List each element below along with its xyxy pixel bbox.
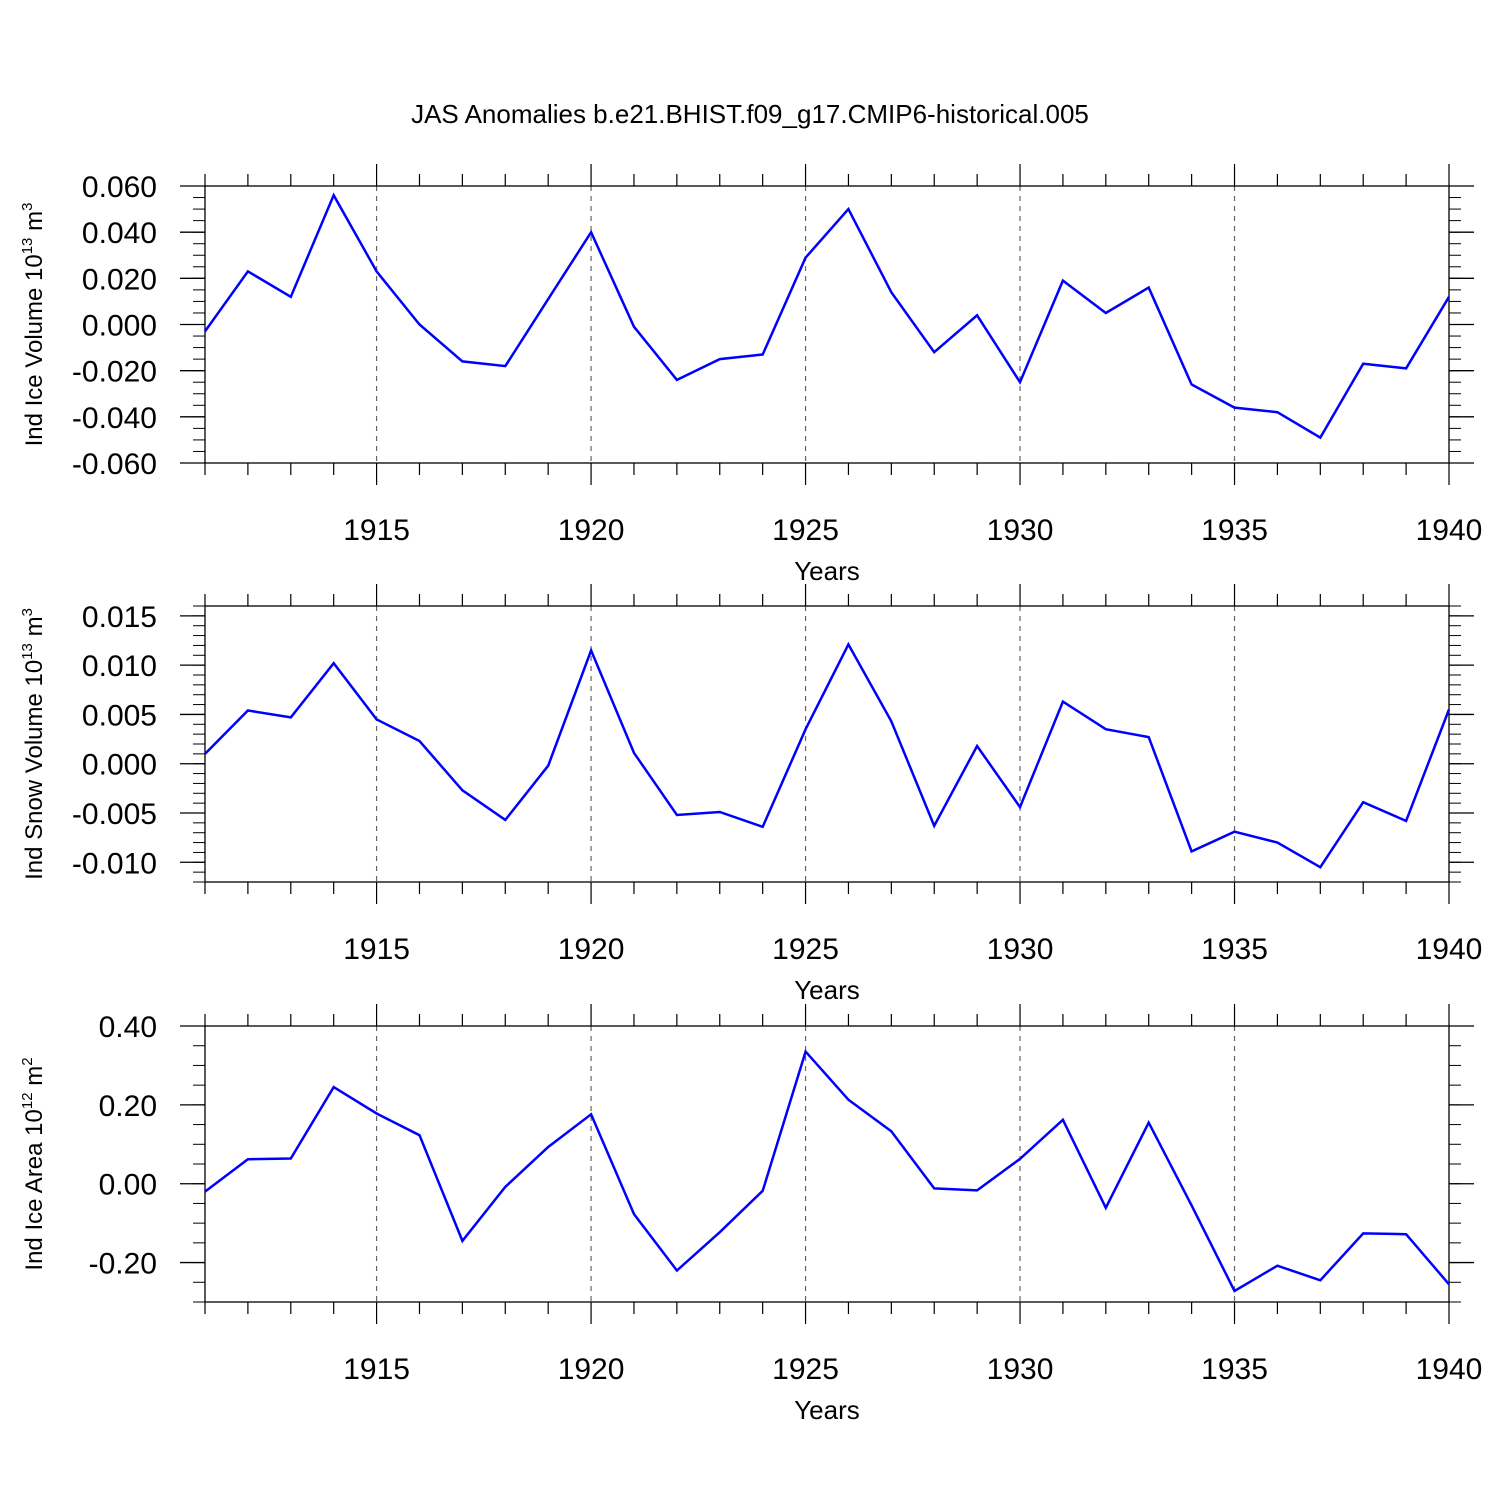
plot-frame	[204, 185, 1450, 464]
y-tick-label: -0.20	[89, 1248, 157, 1281]
y-tick-label: 0.20	[99, 1090, 157, 1123]
y-tick-label: 0.040	[82, 217, 157, 250]
y-title-unit-exponent: 3	[19, 608, 36, 616]
x-axis-title: Years	[794, 556, 860, 586]
x-tick-label: 1915	[343, 514, 410, 547]
panel-3: 0.40 0.20 0.00 -0.20 1915 1920 1925 1930 1935 194…	[19, 1004, 1482, 1425]
y-tick-label: 0.000	[82, 749, 157, 782]
y-title-unit: m	[21, 1066, 48, 1093]
series-line	[204, 641, 1451, 869]
x-tick-label: 1925	[772, 933, 839, 966]
series-line	[204, 1049, 1450, 1293]
panel-2: 0.015 0.010 0.005 0.000 -0.005 -0.010 1915 1920…	[19, 584, 1482, 1005]
x-tick-label: 1920	[558, 1353, 625, 1386]
x-axis-title: Years	[794, 975, 860, 1005]
panels-layer: 0.060 0.040 0.020 0.000 -0.020 -0.040 -0.060 19…	[19, 164, 1482, 1425]
y-tick-label: -0.010	[72, 847, 157, 880]
y-tick-label: -0.040	[72, 402, 157, 435]
x-tick-label: 1940	[1416, 1353, 1483, 1386]
y-tick-label: 0.00	[99, 1169, 157, 1202]
y-title-exponent: 12	[19, 1092, 36, 1109]
y-tick-label: 0.40	[99, 1011, 157, 1044]
y-title-exponent: 13	[19, 643, 36, 660]
x-tick-label: 1930	[987, 933, 1054, 966]
y-tick-label: 0.015	[82, 601, 157, 634]
x-tick-label: 1940	[1416, 514, 1483, 547]
x-axis-title: Years	[794, 1395, 860, 1425]
x-tick-label: 1920	[558, 514, 625, 547]
panel-1: 0.060 0.040 0.020 0.000 -0.020 -0.040 -0.060 19…	[19, 164, 1482, 586]
y-tick-label: -0.020	[72, 356, 157, 389]
y-tick-label: 0.060	[82, 171, 157, 204]
x-tick-label: 1925	[772, 1353, 839, 1386]
y-title-text: Ind Ice Area 10	[21, 1109, 48, 1270]
y-title-text: Ind Ice Volume 10	[21, 254, 48, 446]
y-title-unit: m	[21, 616, 48, 643]
x-tick-label: 1930	[987, 514, 1054, 547]
x-tick-label: 1915	[343, 1353, 410, 1386]
x-tick-label: 1930	[987, 1353, 1054, 1386]
y-axis-title: Ind Ice Area 1012 m2	[19, 1057, 48, 1270]
y-tick-label: 0.010	[82, 650, 157, 683]
x-tick-label: 1935	[1201, 933, 1268, 966]
series-line	[203, 192, 1451, 440]
y-axis-title: Ind Snow Volume 1013 m3	[19, 608, 48, 880]
y-title-exponent: 13	[19, 238, 36, 255]
y-title-unit: m	[21, 211, 48, 238]
y-axis-title: Ind Ice Volume 1013 m3	[19, 203, 48, 447]
chart-title: JAS Anomalies b.e21.BHIST.f09_g17.CMIP6-…	[411, 99, 1089, 129]
x-tick-label: 1940	[1416, 933, 1483, 966]
plot-frame	[204, 1025, 1450, 1303]
y-tick-label: 0.020	[82, 263, 157, 296]
y-title-unit-exponent: 3	[19, 203, 36, 211]
y-tick-label: 0.000	[82, 310, 157, 343]
x-tick-label: 1915	[343, 933, 410, 966]
plot-frame	[204, 605, 1450, 883]
y-tick-label: -0.060	[72, 448, 157, 481]
x-tick-label: 1935	[1201, 514, 1268, 547]
x-tick-label: 1925	[772, 514, 839, 547]
y-title-unit-exponent: 2	[19, 1057, 36, 1065]
x-tick-label: 1920	[558, 933, 625, 966]
y-tick-label: -0.005	[72, 798, 157, 831]
x-tick-label: 1935	[1201, 1353, 1268, 1386]
y-tick-label: 0.005	[82, 699, 157, 732]
y-title-text: Ind Snow Volume 10	[21, 660, 48, 880]
